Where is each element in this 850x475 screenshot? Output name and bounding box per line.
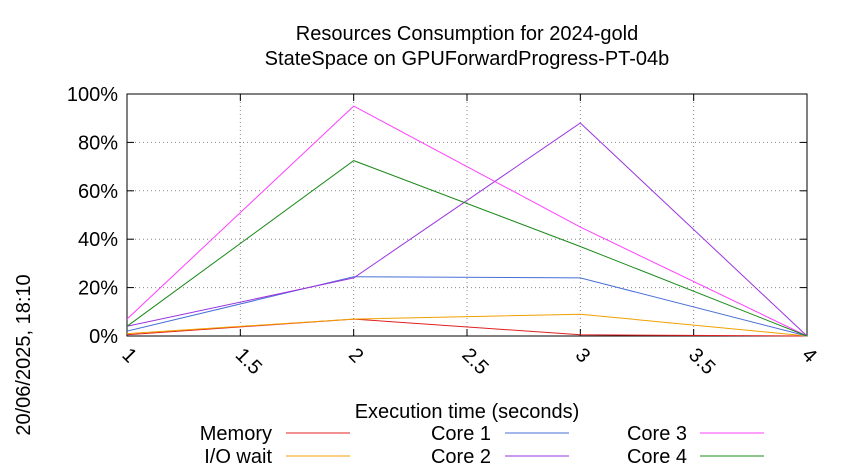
y-tick-label: 60% [78, 181, 118, 203]
series-line-core-3 [126, 105, 808, 337]
x-tick-label: 1.5 [231, 344, 266, 379]
timestamp-label: 20/06/2025, 18:10 [13, 274, 35, 435]
series-line-core-2 [126, 122, 808, 337]
y-tick-label: 100% [67, 84, 118, 106]
legend-label: Core 1 [431, 423, 491, 445]
chart-title: Resources Consumption for 2024-gold [296, 23, 638, 45]
series-line-i-o-wait [126, 313, 808, 337]
legend-label: Memory [200, 423, 272, 445]
legend-label: Core 2 [431, 446, 491, 468]
y-tick-label: 40% [78, 229, 118, 251]
grid-lines [127, 94, 807, 336]
x-axis-label: Execution time (seconds) [355, 401, 580, 423]
legend-label: Core 4 [627, 446, 687, 468]
series-lines [126, 105, 808, 337]
chart-subtitle: StateSpace on GPUForwardProgress-PT-04b [265, 48, 670, 70]
legend-label: I/O wait [204, 446, 272, 468]
series-line-core-4 [126, 160, 808, 337]
axis-ticks: 0% 20% 40% 60% 80% 100% 1 1.5 2 2.5 3 3.5 4 [67, 84, 821, 379]
series-line-core-1 [126, 276, 808, 337]
x-tick-label: 4 [797, 344, 820, 367]
y-tick-label: 20% [78, 278, 118, 300]
x-tick-label: 2.5 [457, 344, 492, 379]
y-tick-label: 80% [78, 132, 118, 154]
legend-label: Core 3 [627, 423, 687, 445]
x-tick-label: 3 [571, 344, 594, 367]
x-tick-label: 1 [117, 344, 140, 367]
x-tick-label: 3.5 [684, 344, 719, 379]
series-line-memory [126, 318, 808, 337]
y-tick-label: 0% [89, 326, 118, 348]
x-tick-label: 2 [344, 344, 367, 367]
